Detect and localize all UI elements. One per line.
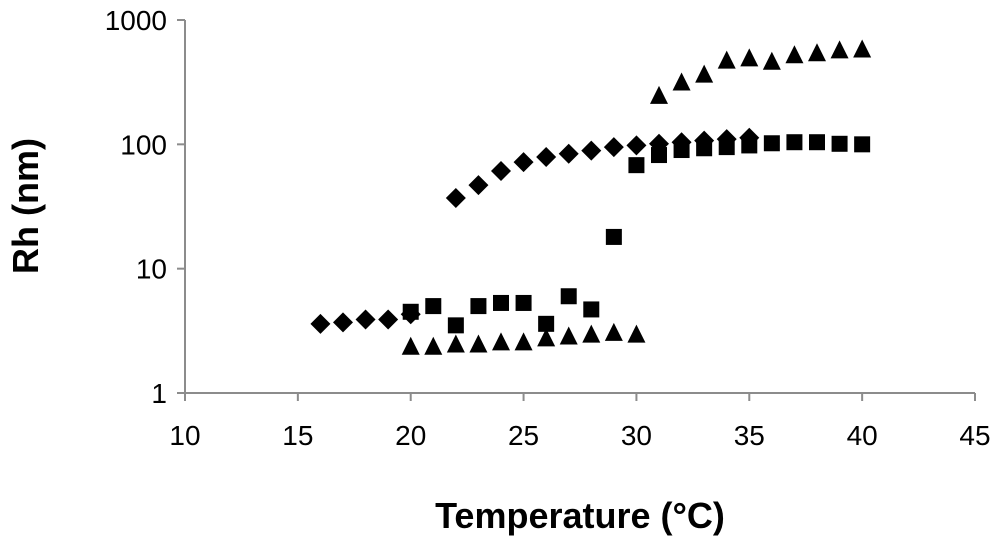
square-marker	[515, 294, 532, 311]
diamond-marker	[355, 309, 376, 330]
square-marker	[763, 135, 780, 152]
x-tick-label: 30	[621, 420, 652, 451]
y-tick-label: 1	[151, 378, 167, 409]
triangle-marker	[537, 328, 556, 347]
x-tick-label: 35	[734, 420, 765, 451]
x-axis-title: Temperature (°C)	[435, 495, 725, 536]
diamond-marker	[445, 188, 466, 209]
triangle-marker	[514, 332, 533, 351]
triangle-marker	[627, 324, 646, 343]
y-ticks: 1 10 100 1000	[105, 5, 185, 409]
diamond-marker	[491, 161, 511, 182]
square-marker	[854, 136, 871, 153]
diamond-marker	[468, 175, 489, 196]
triangle-marker	[424, 336, 443, 355]
series-diamond	[310, 127, 760, 334]
square-marker	[583, 301, 600, 318]
triangle-marker	[717, 50, 736, 69]
data-points	[310, 39, 872, 355]
y-tick-label: 10	[136, 254, 167, 285]
diamond-marker	[378, 309, 399, 330]
x-tick-label: 20	[395, 420, 426, 451]
triangle-marker	[672, 72, 691, 91]
square-marker	[809, 134, 825, 151]
square-marker	[538, 315, 555, 332]
x-tick-label: 25	[508, 420, 539, 451]
square-marker	[718, 139, 735, 156]
square-marker	[696, 140, 713, 157]
axes	[184, 20, 975, 394]
triangle-marker	[401, 336, 420, 355]
square-marker	[831, 135, 848, 152]
square-marker	[425, 298, 442, 315]
square-marker	[651, 147, 667, 164]
x-tick-label: 15	[282, 420, 313, 451]
square-marker	[741, 137, 758, 154]
triangle-marker	[762, 51, 781, 70]
square-marker	[628, 157, 645, 174]
triangle-marker	[604, 322, 623, 341]
diamond-marker	[333, 312, 353, 333]
triangle-marker	[785, 45, 804, 64]
triangle-marker	[582, 324, 601, 343]
triangle-marker	[830, 40, 849, 59]
square-marker	[493, 294, 509, 311]
triangle-marker	[853, 39, 872, 58]
x-tick-label: 40	[847, 420, 878, 451]
series-square	[402, 134, 871, 334]
triangle-marker	[446, 334, 465, 353]
triangle-marker	[650, 85, 668, 104]
series-triangle	[401, 39, 872, 355]
square-marker	[560, 288, 577, 305]
square-marker	[673, 142, 690, 159]
triangle-marker	[469, 334, 488, 353]
diamond-marker	[603, 137, 624, 158]
triangle-marker	[492, 332, 510, 351]
diamond-marker	[626, 135, 647, 156]
triangle-marker	[740, 48, 759, 67]
square-marker	[786, 134, 803, 151]
square-marker	[402, 303, 419, 320]
diamond-marker	[558, 143, 579, 164]
y-axis-title: Rh (nm)	[5, 138, 46, 274]
diamond-marker	[310, 313, 331, 334]
square-marker	[470, 298, 487, 315]
triangle-marker	[695, 64, 714, 83]
triangle-marker	[559, 326, 578, 345]
y-tick-label: 100	[120, 129, 167, 160]
diamond-marker	[581, 140, 602, 161]
triangle-marker	[808, 43, 826, 62]
diamond-marker	[536, 147, 557, 168]
square-marker	[447, 317, 464, 334]
x-ticks: 10 15 20 25 30 35 40 45	[169, 393, 991, 451]
diamond-marker	[513, 152, 534, 173]
square-marker	[605, 228, 622, 245]
x-tick-label: 45	[959, 420, 990, 451]
x-tick-label: 10	[169, 420, 200, 451]
y-tick-label: 1000	[105, 5, 167, 36]
